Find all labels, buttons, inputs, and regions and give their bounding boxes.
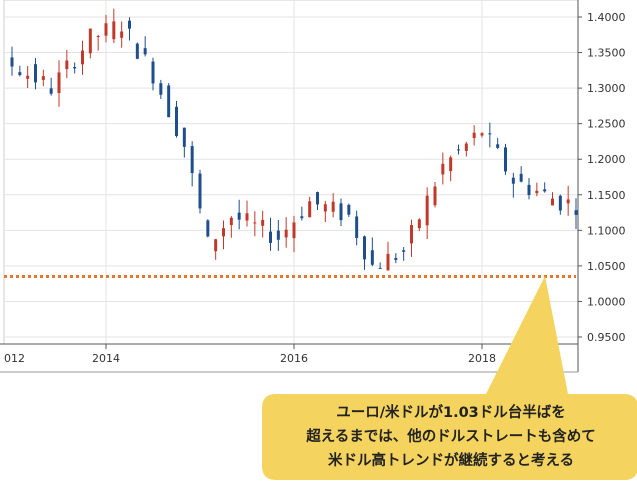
candle-body-38 [308,201,312,218]
candle-body-33 [269,231,272,243]
candle-body-22 [182,127,186,147]
candle-body-62 [496,144,500,148]
candle-body-55 [441,163,445,175]
candle-body-70 [558,195,562,211]
candle-body-25 [206,220,210,237]
y-tick-label-8: 1.0000 [587,295,626,308]
candle-body-45 [363,236,366,260]
candle-body-2 [26,75,30,79]
y-tick-label-0: 1.4000 [587,11,626,24]
callout-line-2: 超えるまでは、他のドルストレートも含めて [305,427,596,445]
candle-body-67 [535,190,539,194]
candle-body-0 [10,57,14,67]
candle-body-15 [128,20,131,29]
candle-body-44 [355,216,359,239]
candle-body-71 [566,199,570,204]
candle-body-14 [120,31,124,38]
candle-body-69 [551,198,554,206]
candle-body-48 [386,253,390,271]
y-tick-label-1: 1.3500 [587,47,626,60]
candle-body-47 [378,267,382,269]
axes: 1.4000 1.3500 1.3000 1.2500 1.2000 1.1500 1.10… [0,0,626,373]
candle-body-64 [511,177,515,184]
y-tick-label-4: 1.2000 [587,153,626,166]
callout: ユーロ/米ドルが1.03ドル台半ばを 超えるまでは、他のドルストレートも含めて … [262,276,637,480]
candle-body-23 [190,146,194,174]
candle-body-36 [292,222,296,239]
candle-body-56 [449,157,453,172]
candle-body-61 [488,133,492,135]
candle-body-53 [425,195,429,226]
candle-body-12 [104,23,108,36]
candle-body-59 [472,132,476,139]
x-tick-label-2: 2016 [280,352,308,365]
candle-body-58 [464,143,468,151]
candles [10,8,578,271]
candle-body-54 [433,186,437,206]
candle-body-4 [41,76,45,80]
candle-body-68 [543,189,547,192]
callout-line-3: 米ドル高トレンドが継続すると考える [328,451,574,469]
candle-body-51 [410,225,413,244]
candle-body-31 [253,222,257,224]
candle-body-37 [300,216,304,219]
grid [3,0,579,345]
candle-body-21 [175,106,178,137]
candle-body-5 [49,88,53,94]
candle-body-7 [65,60,69,70]
candle-body-66 [527,184,531,195]
candle-body-24 [198,173,202,209]
callout-bubble [262,276,637,480]
y-tick-label-5: 1.1500 [587,189,626,202]
callout-line-1: ユーロ/米ドルが1.03ドル台半ばを [336,403,566,421]
candle-body-1 [18,72,22,76]
candle-body-9 [81,50,84,65]
candle-body-10 [88,28,92,54]
candle-body-6 [57,72,61,94]
candle-body-35 [284,229,288,238]
y-tick-label-7: 1.0500 [587,260,626,273]
candle-body-39 [316,192,319,205]
candle-body-26 [214,239,218,252]
candle-body-18 [151,61,155,84]
candle-body-28 [229,217,233,225]
x-tick-label-0: 012 [4,352,25,365]
candle-body-29 [237,212,241,220]
candle-body-30 [245,213,249,221]
y-tick-label-6: 1.1000 [587,224,626,237]
candle-body-50 [402,250,406,252]
y-tick-label-3: 1.2500 [587,118,626,131]
candle-body-27 [222,228,225,237]
candle-body-34 [276,230,280,240]
candle-body-72 [574,210,578,215]
candle-body-32 [261,219,265,226]
x-tick-label-1: 2014 [92,352,120,365]
candle-body-65 [519,173,523,182]
x-tick-label-3: 2018 [468,352,496,365]
candle-body-49 [394,257,398,260]
candle-body-20 [167,85,171,118]
candle-body-40 [323,204,327,212]
candle-body-42 [339,203,343,221]
candle-body-16 [135,43,139,59]
candle-body-41 [331,201,335,212]
candle-body-3 [34,64,37,83]
y-tick-label-9: 0.9500 [587,331,626,344]
candle-body-60 [480,133,484,136]
candle-body-11 [96,36,100,38]
candle-body-52 [417,219,421,229]
candle-body-13 [112,21,116,40]
candle-body-63 [504,147,507,172]
candle-body-17 [143,48,147,55]
candle-body-46 [370,250,374,265]
candle-body-57 [457,149,460,151]
candle-body-43 [347,204,351,215]
candle-body-19 [159,83,163,95]
y-tick-label-2: 1.3000 [587,82,626,95]
candle-body-8 [73,67,77,69]
